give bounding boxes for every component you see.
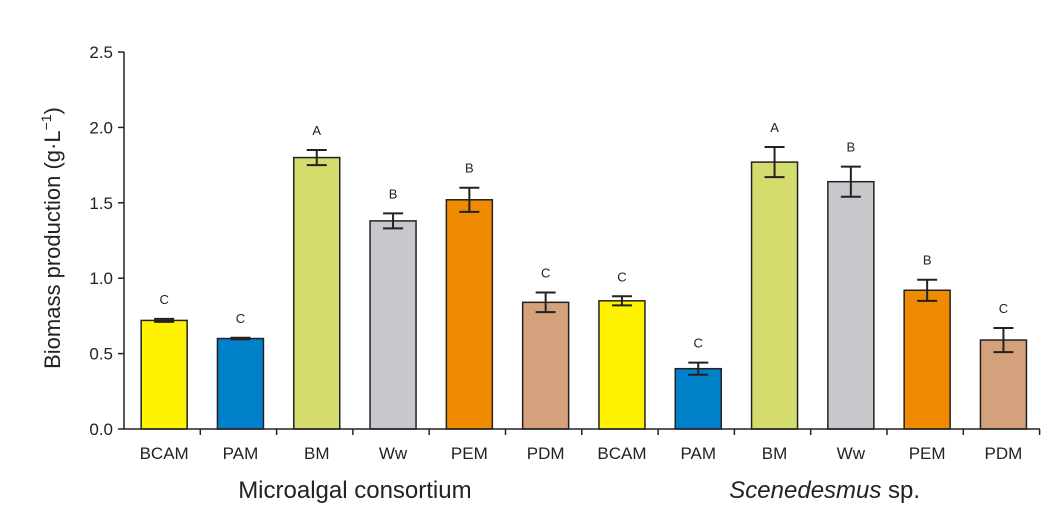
bar-pam: [674, 367, 722, 430]
error-bar: [383, 212, 404, 230]
y-tick-label: 1.0: [89, 269, 113, 288]
y-tick-label: 2.5: [89, 43, 113, 62]
error-bar: [993, 326, 1014, 354]
y-tick-label: 0.5: [89, 345, 113, 364]
bar-bcam: [140, 319, 188, 430]
significance-letter: C: [236, 311, 245, 326]
x-axis: [124, 428, 1041, 435]
significance-letter: B: [923, 253, 932, 268]
error-bar: [917, 278, 938, 302]
category-label: Ww: [837, 444, 866, 463]
bar-pdm: [521, 301, 570, 430]
error-bar: [306, 149, 327, 167]
y-tick-label: 1.5: [89, 194, 113, 213]
significance-letter: C: [694, 336, 703, 351]
bars: [140, 146, 1028, 430]
category-label: PAM: [680, 444, 716, 463]
group-label: Microalgal consortium: [238, 477, 471, 504]
y-axis: 0.0 0.5 1.0 1.5 2.0 2.5: [89, 43, 125, 439]
significance-letter: A: [312, 123, 321, 138]
category-label: BM: [304, 444, 330, 463]
bar-pem: [903, 289, 951, 430]
bar-ww: [827, 180, 875, 430]
significance-letter: C: [617, 269, 626, 284]
bar-bm: [293, 156, 341, 430]
category-label: BCAM: [140, 444, 189, 463]
y-axis-title: Biomass production (g·L−1): [38, 107, 65, 369]
error-bar: [535, 291, 556, 314]
error-bar: [611, 295, 632, 307]
bar-pam: [216, 337, 265, 430]
error-bar: [688, 361, 709, 376]
error-bar: [230, 336, 251, 341]
category-label: BCAM: [597, 444, 646, 463]
error-bar: [154, 317, 175, 323]
error-bar: [840, 165, 861, 198]
group-label-italic: Scenedesmus: [729, 477, 881, 504]
labels: C BCAM C PAM A BM B Ww B PEM C PDM C BCAM C PAM A BM B Ww B P…: [140, 120, 1023, 504]
bar-pdm: [979, 339, 1028, 430]
category-label: PEM: [909, 444, 946, 463]
category-label: BM: [762, 444, 788, 463]
bar-pem: [445, 199, 494, 430]
category-label: PAM: [223, 444, 259, 463]
significance-letter: C: [159, 292, 168, 307]
bar-bm: [750, 161, 799, 430]
category-label: PDM: [527, 444, 565, 463]
significance-letter: A: [770, 120, 779, 135]
significance-letter: C: [999, 301, 1008, 316]
bar-ww: [369, 220, 417, 430]
significance-letter: B: [389, 186, 398, 201]
significance-letter: B: [847, 140, 856, 155]
y-tick-label: 0.0: [89, 420, 113, 439]
bar-bcam: [598, 300, 646, 430]
error-bar: [459, 186, 480, 213]
group-label-plain: sp.: [881, 477, 920, 504]
significance-letter: C: [541, 266, 550, 281]
category-label: PEM: [451, 444, 488, 463]
y-tick-label: 2.0: [89, 118, 113, 137]
category-label: Ww: [379, 444, 408, 463]
error-bar: [764, 146, 785, 179]
category-label: PDM: [985, 444, 1023, 463]
group-label: Scenedesmus sp.: [729, 477, 920, 504]
significance-letter: B: [465, 161, 474, 176]
